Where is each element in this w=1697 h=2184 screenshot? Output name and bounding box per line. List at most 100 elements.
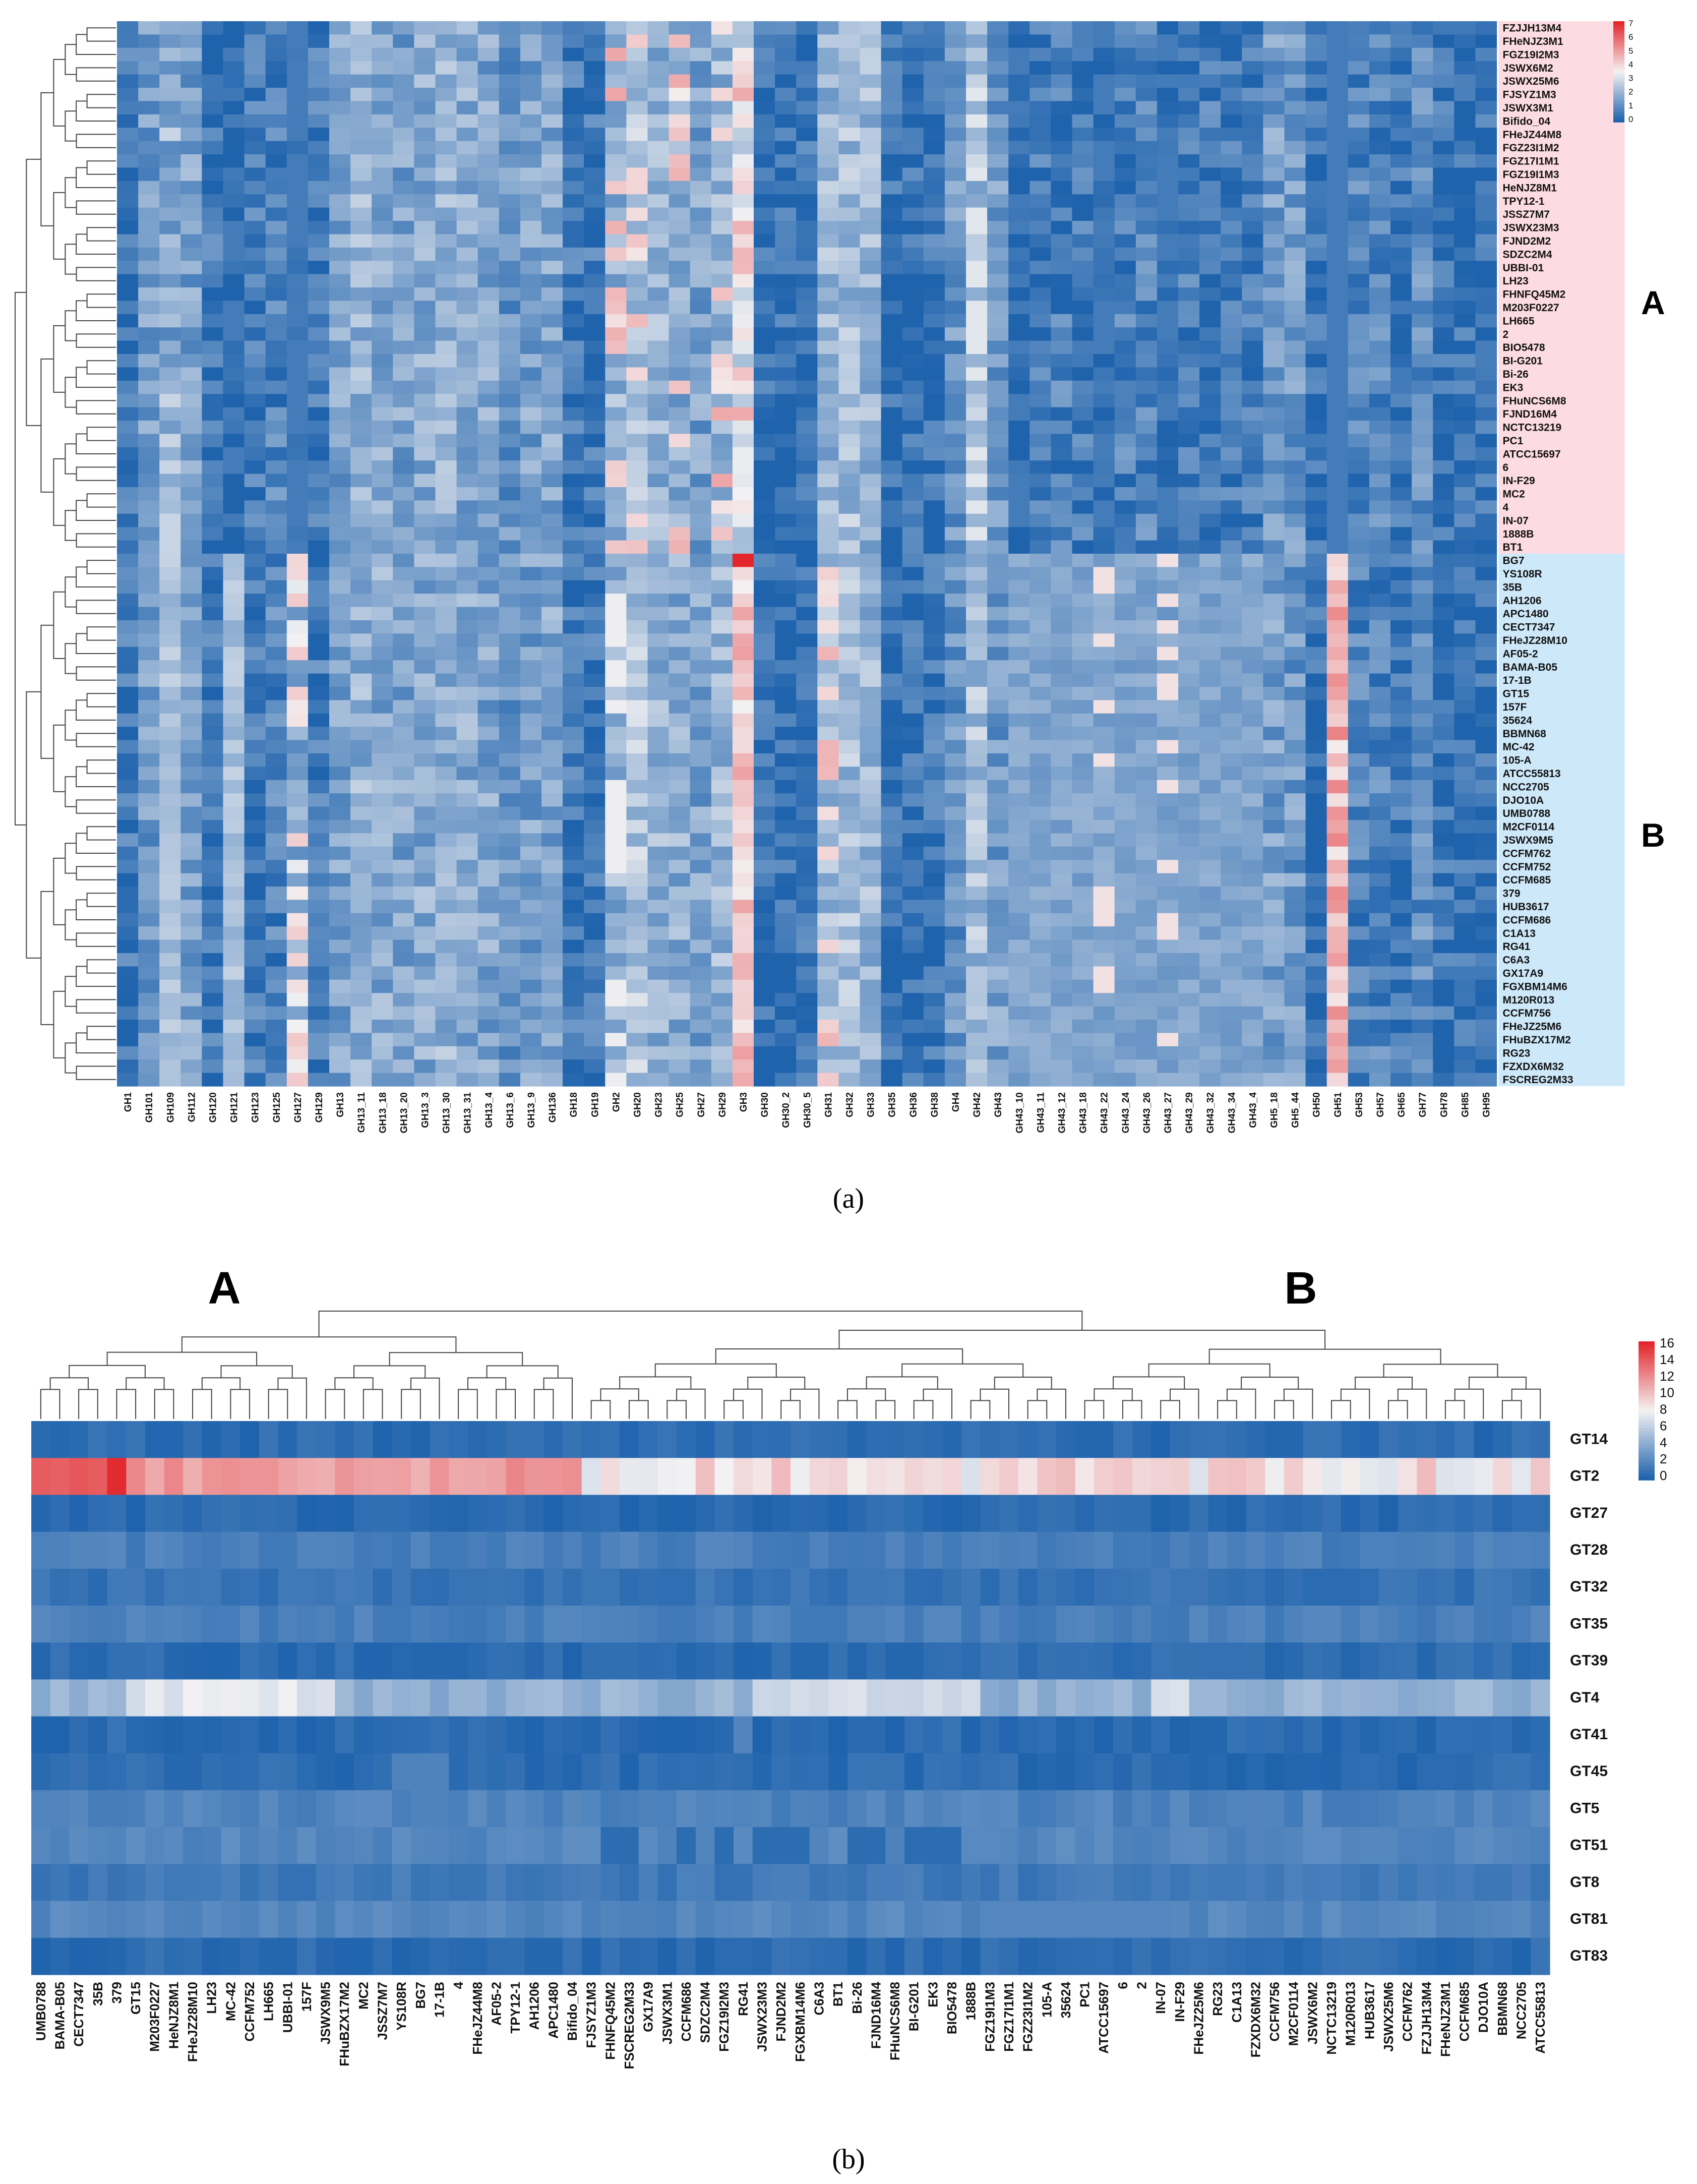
heatmap-a-cell — [1199, 207, 1221, 221]
heatmap-a-cell — [669, 327, 691, 341]
heatmap-a-cell — [647, 434, 670, 448]
heatmap-a-cell — [286, 394, 309, 408]
heatmap-a-cell — [902, 753, 924, 767]
heatmap-a-cell — [563, 101, 584, 115]
heatmap-a-cell — [308, 673, 330, 687]
heatmap-a-cell — [669, 646, 691, 661]
heatmap-a-cell — [329, 620, 351, 634]
heatmap-a-cell — [1348, 114, 1370, 128]
heatmap-a-cell — [775, 567, 797, 581]
heatmap-a-cell — [1221, 939, 1242, 954]
heatmap-a-cell — [1242, 500, 1263, 514]
heatmap-a-cell — [881, 88, 903, 101]
heatmap-a-cell — [244, 713, 266, 727]
heatmap-a-cell — [393, 793, 414, 807]
heatmap-a-cell — [1029, 367, 1051, 381]
heatmap-a-cell — [1263, 434, 1285, 448]
heatmap-a-cell — [1135, 727, 1158, 741]
heatmap-a-cell — [1093, 860, 1115, 874]
heatmap-a-cell — [1454, 101, 1476, 115]
heatmap-a-cell — [1221, 580, 1242, 594]
heatmap-a-cell — [1178, 673, 1200, 687]
heatmap-a-cell — [1433, 354, 1454, 368]
heatmap-a-cell — [1093, 500, 1115, 514]
heatmap-a-cell — [1051, 554, 1073, 567]
heatmap-a-cell — [414, 474, 436, 488]
heatmap-a-cell — [775, 261, 797, 275]
heatmap-a-cell — [860, 700, 882, 714]
heatmap-a-cell — [223, 114, 245, 128]
heatmap-a-cell — [477, 993, 500, 1007]
heatmap-a-cell — [541, 221, 563, 234]
heatmap-a-cell — [244, 939, 266, 954]
heatmap-a-cell — [435, 860, 457, 874]
heatmap-a-cell — [329, 646, 351, 661]
heatmap-a-cell — [372, 833, 393, 847]
heatmap-a-cell — [944, 554, 966, 567]
heatmap-a-cell — [1199, 687, 1221, 700]
heatmap-a-cell — [393, 274, 414, 288]
heatmap-a-cell — [117, 500, 139, 514]
heatmap-a-cell — [308, 500, 330, 514]
heatmap-a-cell — [1072, 88, 1094, 101]
heatmap-a-cell — [244, 487, 266, 501]
heatmap-a-cell — [541, 1020, 563, 1033]
heatmap-a-cell — [1284, 354, 1306, 368]
heatmap-a-cell — [1072, 993, 1094, 1007]
heatmap-a-cell — [1390, 567, 1412, 581]
heatmap-a-cell — [732, 607, 754, 621]
heatmap-a-cell — [1093, 766, 1115, 781]
heatmap-a-cell — [881, 1006, 903, 1020]
heatmap-a-cell — [881, 913, 903, 927]
heatmap-a-cell — [117, 154, 139, 168]
cluster-b-background — [1498, 554, 1625, 1086]
heatmap-a-cell — [308, 594, 330, 608]
heatmap-a-cell — [1433, 207, 1454, 221]
heatmap-a-cell — [1221, 1006, 1242, 1020]
heatmap-a-cell — [584, 594, 605, 608]
heatmap-a-cell — [1433, 713, 1454, 727]
heatmap-a-cell — [923, 460, 945, 475]
heatmap-a-cell — [838, 806, 861, 820]
heatmap-a-cell — [1199, 753, 1221, 767]
heatmap-a-cell — [902, 207, 924, 221]
heatmap-a-cell — [1157, 660, 1179, 674]
heatmap-a-cell — [711, 939, 733, 954]
heatmap-a-cell — [244, 900, 266, 914]
heatmap-a-cell — [393, 607, 414, 621]
heatmap-a-cell — [584, 34, 605, 48]
heatmap-a-cell — [1433, 340, 1454, 355]
heatmap-a-cell — [372, 753, 393, 767]
heatmap-a-cell — [435, 527, 457, 541]
heatmap-a-cell — [669, 394, 691, 408]
heatmap-a-cell — [860, 274, 882, 288]
heatmap-a-cell — [350, 474, 372, 488]
heatmap-a-cell — [1263, 887, 1285, 900]
heatmap-a-cell — [902, 61, 924, 75]
heatmap-a-cell — [966, 221, 988, 234]
heatmap-a-cell — [690, 380, 712, 394]
heatmap-a-cell — [329, 540, 351, 554]
heatmap-a-cell — [350, 394, 372, 408]
heatmap-a-cell — [987, 274, 1009, 288]
heatmap-a-cell — [1221, 513, 1242, 527]
heatmap-a-cell — [265, 953, 287, 967]
heatmap-a-cell — [308, 340, 330, 355]
heatmap-a-cell — [1263, 939, 1285, 954]
heatmap-a-cell — [1051, 327, 1073, 341]
heatmap-a-cell — [329, 660, 351, 674]
panel-a-heatmap: FZJJH13M4FHeNJZ3M1FGZ19I2M3JSWX6M2JSWX25… — [15, 19, 1665, 1133]
heatmap-a-cell — [520, 660, 542, 674]
heatmap-a-cell — [690, 753, 712, 767]
heatmap-a-cell — [477, 567, 500, 581]
heatmap-a-cell — [817, 247, 839, 261]
heatmap-a-cell — [180, 474, 202, 488]
heatmap-a-cell — [1221, 887, 1242, 900]
heatmap-a-cell — [647, 380, 670, 394]
heatmap-a-cell — [308, 860, 330, 874]
heatmap-a-cell — [1390, 727, 1412, 741]
heatmap-a-cell — [1135, 287, 1158, 301]
heatmap-a-cell — [923, 407, 945, 421]
heatmap-a-cell — [477, 207, 500, 221]
heatmap-a-cell — [1199, 101, 1221, 115]
